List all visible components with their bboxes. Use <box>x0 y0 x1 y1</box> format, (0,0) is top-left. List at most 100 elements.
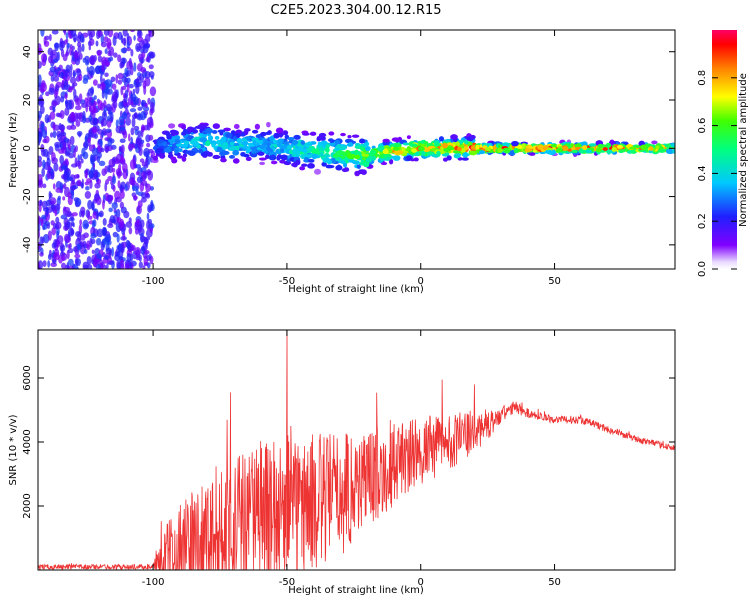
spectrum-ridge-cell <box>186 126 194 132</box>
spectrum-noise-cell <box>72 82 78 87</box>
spectrum-noise-cell <box>78 93 83 102</box>
spectrum-ridge-cell <box>351 134 360 138</box>
spectrum-noise-cell <box>130 127 135 136</box>
spectrum-noise-cell <box>147 97 151 105</box>
spectrum-noise-cell <box>59 244 66 252</box>
spectrum-ridge-cell <box>311 148 320 155</box>
spectrum-noise-cell <box>40 82 47 93</box>
spectrum-noise-cell <box>115 74 118 84</box>
spectrum-noise-cell <box>129 159 137 170</box>
spectrum-noise-cell <box>82 240 87 247</box>
spectrum-ridge-cell <box>409 143 418 147</box>
spectrum-noise-cell <box>145 33 151 43</box>
spectrum-noise-cell <box>138 261 143 269</box>
spectrum-noise-cell <box>110 183 115 190</box>
spectrum-ridge-cell <box>528 152 536 156</box>
spectrum-ridge-cell <box>348 142 353 146</box>
colorbar-gradient <box>712 30 737 269</box>
spectrum-noise-cell <box>111 202 118 209</box>
spectrum-ridge-cell <box>182 153 188 158</box>
spectrum-ridge-cell <box>236 137 243 144</box>
spectrum-noise-cell <box>128 83 134 89</box>
spectrum-noise-cell <box>99 82 106 91</box>
spectrum-noise-cell <box>53 42 60 49</box>
spectrum-noise-cell <box>49 105 54 111</box>
spectrum-noise-cell <box>125 221 133 228</box>
spectrum-noise-cell <box>41 200 48 210</box>
x-tick-label: -100 <box>142 577 165 588</box>
spectrum-noise-cell <box>106 262 109 269</box>
spectrum-ridge-cell <box>259 161 266 166</box>
spectrum-ridge-cell <box>571 149 578 154</box>
spectrum-ridge-cell <box>236 132 241 139</box>
spectrum-ridge-cell <box>611 147 618 152</box>
spectrum-noise-cell <box>63 233 70 243</box>
spectrum-noise-cell <box>55 112 61 118</box>
spectrum-ridge-cell <box>328 131 335 136</box>
spectrum-noise-cell <box>118 101 124 109</box>
spectrum-ridge-cell <box>470 136 475 140</box>
spectrum-ridge-cell <box>392 146 400 151</box>
spectrum-ridge-cell <box>655 145 660 150</box>
spectrum-noise-cell <box>49 192 53 199</box>
spectrum-noise-cell <box>80 182 84 189</box>
spectrum-noise-cell <box>117 79 123 85</box>
spectrum-noise-cell <box>83 140 89 151</box>
spectrum-noise-cell <box>142 265 146 269</box>
y-tick-label: 40 <box>22 45 33 58</box>
spectrum-noise-cell <box>67 191 72 199</box>
spectrum-ridge-cell <box>309 131 317 136</box>
spectrum-noise-cell <box>140 235 146 242</box>
spectrum-ridge-cell <box>187 135 194 139</box>
spectrum-noise-cell <box>149 255 154 265</box>
spectrum-noise-cell <box>42 159 46 169</box>
spectrum-noise-cell <box>52 183 56 190</box>
colorbar-label: Normalized spectral amplitude <box>738 73 749 227</box>
spectrum-ridge-cell <box>233 123 240 130</box>
spectrum-ridge-cell <box>431 147 436 152</box>
spectrum-noise-cell <box>61 254 65 262</box>
spectrum-ridge-cell <box>582 145 588 151</box>
spectrum-noise-cell <box>83 232 89 239</box>
spectrum-noise-cell <box>48 249 52 258</box>
spectrum-noise-cell <box>120 47 127 54</box>
spectrum-ridge-cell <box>254 123 260 130</box>
spectrum-noise-cell <box>87 210 90 221</box>
spectrum-noise-cell <box>139 176 143 183</box>
spectrum-noise-cell <box>119 218 125 230</box>
spectrum-noise-cell <box>52 122 56 131</box>
spectrum-ridge-cell <box>164 147 172 153</box>
spectrum-noise-cell <box>88 114 93 122</box>
spectrum-noise-cell <box>92 144 96 149</box>
spectrum-noise-cell <box>130 91 133 100</box>
spectrum-noise-cell <box>96 50 102 57</box>
spectrum-noise-cell <box>42 260 47 267</box>
spectrum-noise-cell <box>95 174 99 183</box>
spectrum-noise-cell <box>104 233 112 243</box>
spectrum-ridge-cell <box>266 121 271 128</box>
spectrum-ridge-cell <box>304 157 310 163</box>
spectrum-noise-cell <box>41 167 45 178</box>
spectrum-noise-cell <box>93 133 99 139</box>
spectrum-noise-cell <box>126 60 133 70</box>
spectrum-ridge-cell <box>311 153 318 160</box>
spectrum-noise-cell <box>107 137 113 147</box>
spectrum-noise-cell <box>38 60 42 69</box>
spectrum-noise-cell <box>107 223 114 229</box>
spectrum-ridge-cell <box>411 148 418 153</box>
spectrum-noise-cell <box>38 179 42 188</box>
spectrum-ridge-cell <box>391 137 400 142</box>
spectrum-noise-cell <box>133 62 137 72</box>
spectrum-noise-cell <box>142 106 150 112</box>
spectrum-noise-cell <box>62 30 67 34</box>
spectrum-noise-cell <box>120 144 125 154</box>
spectrum-noise-cell <box>48 33 52 42</box>
spectrum-noise-cell <box>130 244 136 251</box>
spectrum-ridge-cell <box>369 149 377 155</box>
spectrum-noise-cell <box>128 133 131 142</box>
spectrum-noise-cell <box>122 72 128 79</box>
spectrum-noise-cell <box>136 218 141 224</box>
spectrogram-marks <box>38 30 675 269</box>
spectrum-ridge-cell <box>193 136 200 142</box>
spectrum-noise-cell <box>120 126 126 131</box>
